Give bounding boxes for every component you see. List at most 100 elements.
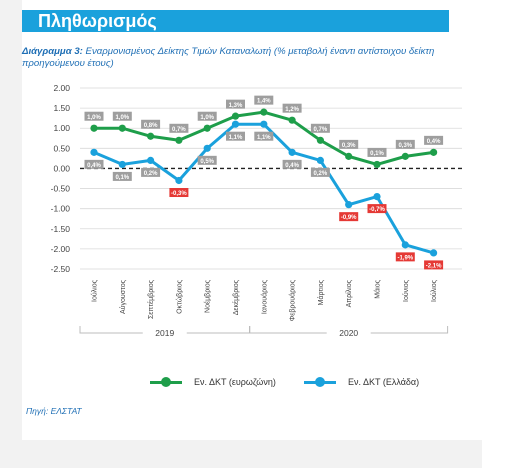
data-label-eurozone: 1,0%: [197, 111, 217, 121]
data-label-box: [169, 188, 189, 198]
data-point-greece: [373, 193, 381, 201]
data-label-box: [395, 252, 415, 262]
data-label-text: -0,7%: [369, 207, 385, 213]
chart-caption-label: Διάγραμμα 3:: [22, 46, 83, 57]
data-label-box: [282, 159, 302, 169]
data-label-text: 1,4%: [257, 99, 271, 105]
data-label-box: [339, 212, 359, 222]
data-label-box: [367, 147, 387, 157]
data-label-text: 1,0%: [115, 115, 129, 121]
chart-caption: Διάγραμμα 3: Εναρμονισμένος Δείκτης Τιμώ…: [22, 46, 482, 70]
x-tick-label: Απρίλιος: [345, 279, 353, 307]
chart-legend: Εν. ΔΚΤ (ευρωζώνη) Εν. ΔΚΤ (Ελλάδα): [0, 376, 505, 396]
data-point-eurozone: [316, 136, 324, 144]
data-label-box: [141, 167, 161, 177]
data-label-box: [254, 131, 274, 141]
data-label-box: [226, 131, 245, 141]
data-label-eurozone: 1,3%: [226, 99, 245, 109]
data-label-greece: 1,1%: [254, 131, 274, 141]
bottom-panel: [22, 440, 482, 468]
data-point-eurozone: [231, 112, 240, 120]
data-point-greece: [288, 148, 296, 156]
data-label-box: [254, 95, 274, 105]
data-label-box: [310, 167, 330, 177]
data-label-box: [197, 155, 217, 165]
data-label-text: -2,1%: [426, 264, 442, 270]
data-label-box: [310, 123, 330, 133]
y-tick-label: 0.00: [53, 163, 70, 173]
y-tick-label: -2.50: [51, 264, 71, 274]
x-tick-label: Οκτώβριος: [175, 279, 183, 314]
section-header: Πληθωρισμός: [22, 10, 449, 32]
data-label-eurozone: 1,4%: [254, 95, 274, 105]
data-point-greece: [430, 249, 438, 257]
data-label-text: 0,3%: [342, 143, 356, 149]
year-bracket: [249, 326, 449, 334]
data-label-text: 0,3%: [398, 143, 412, 149]
legend-item-greece: Εν. ΔΚΤ (Ελλάδα): [304, 376, 419, 388]
data-label-box: [84, 159, 104, 169]
data-label-eurozone: 1,0%: [84, 111, 104, 121]
data-label-box: [197, 111, 217, 121]
x-tick-label: Αύγουστος: [119, 279, 127, 314]
x-tick-label: Νοέμβριος: [204, 279, 212, 313]
data-label-text: 1,0%: [200, 115, 214, 121]
data-label-box: [282, 103, 302, 113]
data-point-greece: [203, 144, 211, 152]
data-point-eurozone: [118, 124, 126, 132]
y-tick-label: 1.50: [53, 103, 70, 113]
data-point-greece: [118, 160, 126, 169]
legend-label-eurozone: Εν. ΔΚΤ (ευρωζώνη): [194, 377, 276, 387]
x-tick-label: Ιανουάριος: [260, 279, 268, 314]
data-label-eurozone: 0,3%: [395, 139, 415, 149]
x-tick-label: Ιούλιος: [91, 279, 99, 302]
data-label-eurozone: 0,7%: [169, 123, 189, 133]
data-point-eurozone: [430, 148, 438, 156]
year-label: 2019: [155, 328, 174, 338]
x-tick-label: Μάρτιος: [317, 279, 325, 305]
x-tick-label: Δεκέμβριος: [232, 279, 240, 315]
chart-caption-text: Εναρμονισμένος Δείκτης Τιμών Καταναλωτή …: [22, 46, 435, 69]
data-label-box: [339, 139, 359, 149]
x-tick-label: Σεπτέμβριος: [147, 279, 155, 319]
data-point-eurozone: [203, 124, 211, 132]
data-label-eurozone: 0,7%: [310, 123, 330, 133]
y-tick-label: -1.00: [51, 204, 71, 214]
data-label-text: -0,3%: [171, 191, 187, 197]
data-label-text: 1,2%: [285, 107, 299, 113]
data-label-text: 1,1%: [229, 135, 243, 141]
data-label-eurozone: 1,0%: [112, 111, 132, 121]
data-label-text: 0,4%: [427, 139, 441, 145]
y-tick-label: 2.00: [53, 83, 70, 93]
data-label-text: 0,7%: [172, 127, 186, 133]
data-point-greece: [316, 156, 324, 164]
data-point-eurozone: [260, 108, 268, 116]
data-label-greece: -0,9%: [339, 212, 359, 222]
data-label-text: 0,4%: [285, 163, 299, 169]
data-label-greece: 0,4%: [84, 159, 104, 169]
data-label-text: 1,1%: [257, 135, 271, 141]
data-label-eurozone: 0,3%: [339, 139, 359, 149]
data-label-text: 0,1%: [370, 151, 384, 157]
data-label-box: [395, 139, 415, 149]
data-point-eurozone: [90, 124, 98, 132]
data-label-text: 1,3%: [229, 103, 243, 109]
data-label-text: 0,2%: [144, 171, 158, 177]
data-label-greece: 0,4%: [282, 159, 302, 169]
data-label-eurozone: 0,8%: [141, 119, 161, 129]
data-label-greece: 1,1%: [226, 131, 245, 141]
data-point-eurozone: [147, 132, 155, 140]
data-point-eurozone: [175, 136, 183, 144]
data-label-greece: -2,1%: [424, 260, 444, 270]
data-label-eurozone: 0,1%: [367, 147, 387, 157]
x-tick-label: Μάιος: [374, 279, 382, 298]
data-label-greece: 0,1%: [112, 171, 132, 181]
data-label-text: 0,8%: [144, 123, 158, 129]
data-label-box: [424, 135, 444, 145]
data-label-greece: -1,9%: [395, 252, 415, 262]
source-note: Πηγή: ΕΛΣΤΑΤ: [26, 406, 82, 416]
data-point-eurozone: [288, 116, 296, 124]
data-label-text: -1,9%: [397, 255, 413, 261]
data-label-text: 0,5%: [200, 159, 214, 165]
data-point-eurozone: [401, 152, 409, 160]
